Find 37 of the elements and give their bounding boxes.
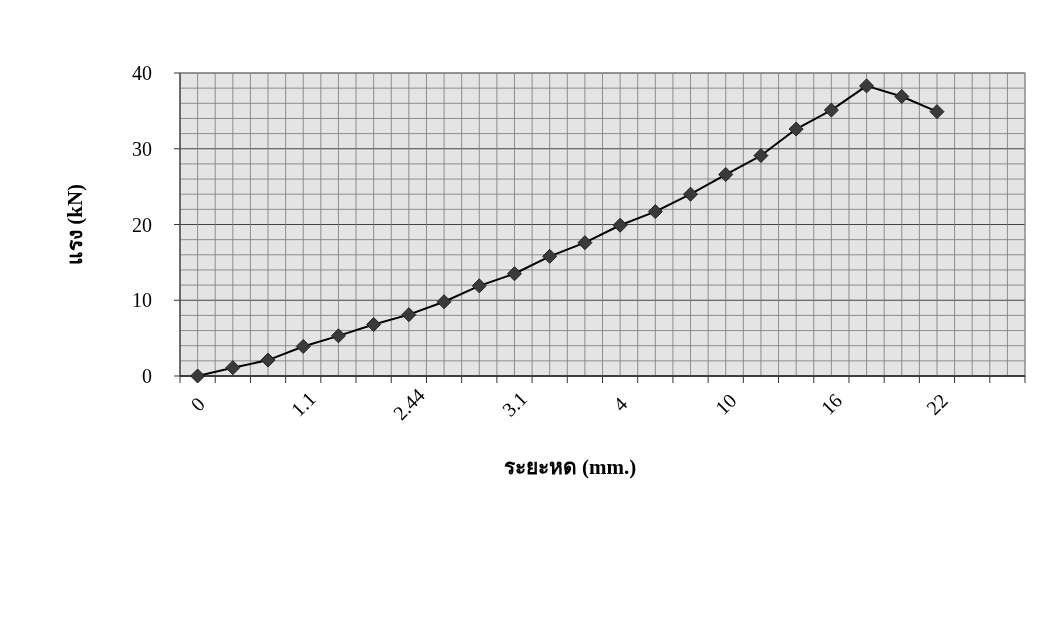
x-tick-label: 4 [608, 392, 632, 416]
point [577, 235, 593, 251]
point [929, 104, 945, 120]
y-tick-label: 30 [132, 137, 152, 160]
x-tick-label: 1.1 [286, 387, 320, 421]
point [788, 121, 804, 137]
point [225, 360, 241, 376]
y-tick-label: 40 [132, 62, 152, 84]
point [683, 186, 699, 202]
point [823, 102, 839, 118]
point [859, 78, 875, 94]
x-tick-label: 22 [922, 389, 952, 419]
y-tick-label: 10 [132, 289, 152, 312]
point [330, 328, 346, 344]
point [612, 217, 628, 233]
x-tick-label: 10 [710, 389, 741, 419]
point [260, 352, 276, 368]
x-tick-label: 3.1 [497, 387, 532, 421]
point [190, 368, 206, 384]
point [718, 167, 734, 183]
point [436, 294, 452, 310]
point [471, 278, 487, 294]
x-tick-label: 2.44 [388, 383, 430, 425]
point [506, 266, 522, 282]
point [401, 307, 417, 323]
point [753, 148, 769, 164]
point [647, 204, 663, 220]
y-tick-label: 20 [132, 213, 152, 236]
point [366, 316, 382, 332]
x-axis-title: ระยะหด (mm.) [503, 455, 637, 479]
point [894, 88, 910, 104]
x-tick-label: 16 [816, 389, 847, 419]
point [295, 338, 311, 354]
x-tick-label: 0 [186, 392, 209, 416]
point [542, 248, 558, 264]
y-axis-title: แรง (kN) [63, 183, 87, 266]
y-tick-label: 0 [142, 365, 152, 387]
